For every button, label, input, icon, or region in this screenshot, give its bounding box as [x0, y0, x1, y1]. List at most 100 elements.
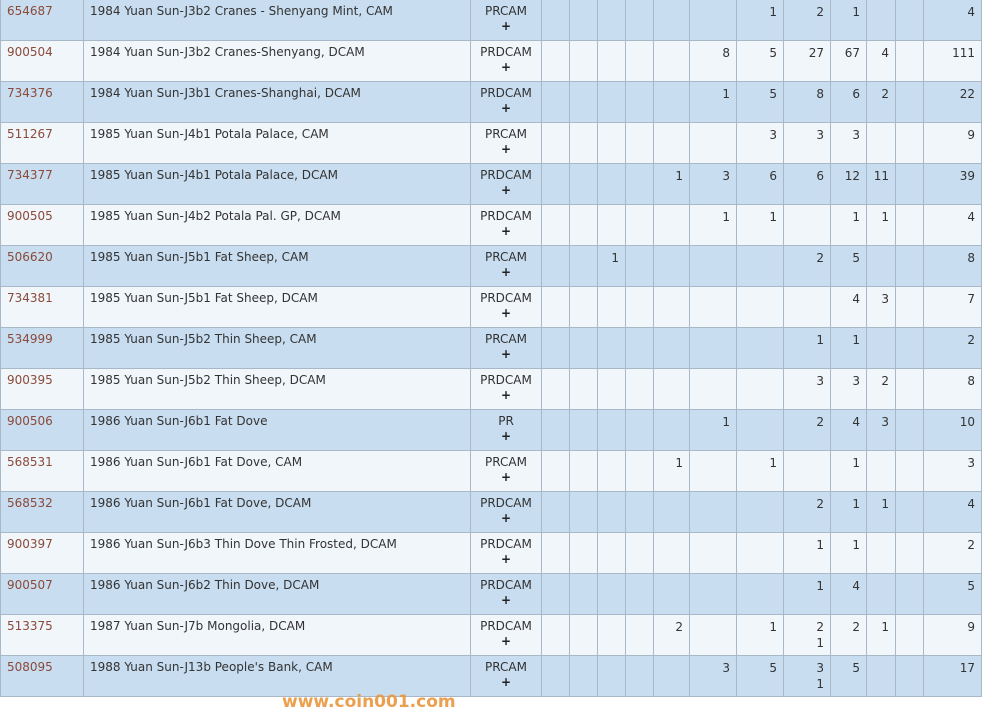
total-cell: 5 [923, 573, 982, 615]
plus-expand-button[interactable]: + [500, 593, 512, 607]
grade-label: PRDCAM [480, 578, 532, 592]
plus-expand-button[interactable]: + [500, 675, 512, 689]
grade-count-cell [866, 0, 896, 41]
total-cell: 17 [923, 655, 982, 697]
count-value: 5 [852, 251, 860, 265]
grade-count-cell: 3 [736, 122, 784, 164]
coin-description: 1985 Yuan Sun-J4b2 Potala Pal. GP, DCAM [83, 204, 471, 246]
grade-count-cell: 5 [736, 81, 784, 123]
grade-count-cell [783, 450, 831, 492]
grade-count-cell: 1 [830, 450, 867, 492]
count-value: 6 [769, 169, 777, 183]
grade-count-cell [736, 368, 784, 410]
grade-count-cell [541, 532, 570, 574]
grade-count-cell [653, 40, 690, 82]
coin-description: 1984 Yuan Sun-J3b2 Cranes - Shenyang Min… [83, 0, 471, 41]
table-row: 900504 1984 Yuan Sun-J3b2 Cranes-Shenyang… [0, 40, 982, 82]
coin-id-link[interactable]: 513375 [0, 614, 84, 656]
plus-expand-button[interactable]: + [500, 101, 512, 115]
count-value: 2 [816, 620, 824, 634]
count-value: 1 [852, 5, 860, 19]
plus-expand-button[interactable]: + [500, 388, 512, 402]
count-value: 1 [881, 497, 889, 511]
grade-label: PRDCAM [480, 168, 532, 182]
count-value: 3 [816, 374, 824, 388]
grade-cell: PRDCAM + [470, 81, 542, 123]
coin-id-link[interactable]: 534999 [0, 327, 84, 369]
grade-count-cell: 1 [866, 204, 896, 246]
grade-count-cell [895, 368, 924, 410]
plus-expand-button[interactable]: + [500, 265, 512, 279]
count-value: 3 [881, 292, 889, 306]
coin-id-link[interactable]: 511267 [0, 122, 84, 164]
plus-expand-button[interactable]: + [500, 306, 512, 320]
grade-label: PRCAM [485, 250, 527, 264]
grade-count-cell [597, 40, 626, 82]
coin-id-link[interactable]: 734376 [0, 81, 84, 123]
grade-count-cell [653, 122, 690, 164]
table-row: 900505 1985 Yuan Sun-J4b2 Potala Pal. GP,… [0, 204, 982, 246]
grade-count-cell [653, 532, 690, 574]
grade-count-cell [597, 655, 626, 697]
grade-count-cell [541, 163, 570, 205]
plus-expand-button[interactable]: + [500, 429, 512, 443]
grade-count-cell [597, 122, 626, 164]
grade-count-cell: 6 [830, 81, 867, 123]
grade-cell: PRDCAM + [470, 532, 542, 574]
coin-id-link[interactable]: 900505 [0, 204, 84, 246]
plus-expand-button[interactable]: + [500, 224, 512, 238]
coin-id-link[interactable]: 734381 [0, 286, 84, 328]
count-value: 4 [852, 415, 860, 429]
coin-id-link[interactable]: 506620 [0, 245, 84, 287]
table-row: 734381 1985 Yuan Sun-J5b1 Fat Sheep, DCAM… [0, 286, 982, 328]
count-value: 6 [816, 169, 824, 183]
grade-count-cell: 1 [653, 163, 690, 205]
coin-id-link[interactable]: 654687 [0, 0, 84, 41]
plus-expand-button[interactable]: + [500, 511, 512, 525]
total-cell: 22 [923, 81, 982, 123]
grade-label: PRDCAM [480, 45, 532, 59]
coin-id-link[interactable]: 900395 [0, 368, 84, 410]
coin-id-link[interactable]: 900397 [0, 532, 84, 574]
plus-expand-button[interactable]: + [500, 19, 512, 33]
coin-id-link[interactable]: 900506 [0, 409, 84, 451]
grade-count-cell [625, 0, 654, 41]
plus-expand-button[interactable]: + [500, 347, 512, 361]
grade-count-cell [653, 327, 690, 369]
plus-expand-button[interactable]: + [500, 142, 512, 156]
plus-expand-button[interactable]: + [500, 634, 512, 648]
grade-count-cell [783, 204, 831, 246]
coin-id-link[interactable]: 508095 [0, 655, 84, 697]
count-value: 5 [852, 661, 860, 675]
coin-id-link[interactable]: 734377 [0, 163, 84, 205]
grade-count-cell [653, 368, 690, 410]
grade-count-cell [653, 286, 690, 328]
coin-id-link[interactable]: 568532 [0, 491, 84, 533]
grade-count-cell [597, 327, 626, 369]
grade-count-cell [625, 491, 654, 533]
grade-count-cell [569, 245, 598, 287]
grade-label: PR [498, 414, 514, 428]
count-value: 3 [852, 128, 860, 142]
plus-expand-button[interactable]: + [500, 552, 512, 566]
grade-count-cell: 3 [783, 368, 831, 410]
grade-label: PRDCAM [480, 496, 532, 510]
grade-count-cell: 1 [830, 327, 867, 369]
count-value: 12 [844, 169, 860, 183]
grade-count-cell [895, 204, 924, 246]
plus-expand-button[interactable]: + [500, 183, 512, 197]
coin-id-link[interactable]: 900504 [0, 40, 84, 82]
grade-count-cell [689, 368, 737, 410]
grade-count-cell: 1 [689, 204, 737, 246]
grade-count-cell [541, 204, 570, 246]
coin-id-link[interactable]: 568531 [0, 450, 84, 492]
plus-expand-button[interactable]: + [500, 60, 512, 74]
grade-count-cell [569, 122, 598, 164]
grade-count-cell [597, 573, 626, 615]
grade-count-cell [541, 327, 570, 369]
grade-count-cell: 3 [866, 409, 896, 451]
coin-id-link[interactable]: 900507 [0, 573, 84, 615]
grade-count-cell: 2 [653, 614, 690, 656]
grade-count-cell [625, 573, 654, 615]
plus-expand-button[interactable]: + [500, 470, 512, 484]
